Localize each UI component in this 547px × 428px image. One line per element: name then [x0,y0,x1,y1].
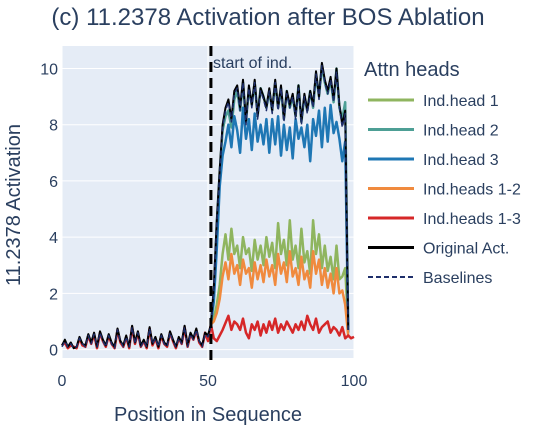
chart-title: (c) 11.2378 Activation after BOS Ablatio… [51,4,484,31]
y-axis-label: 11.2378 Activation [3,124,25,286]
series-lines [61,61,355,350]
legend-item-label: Ind.heads 1-2 [423,182,521,199]
y-tick-label: 6 [49,174,58,191]
series-baselines [61,64,349,349]
legend-item-label: Baselines [423,270,492,287]
series-ind-heads-1-2 [210,249,350,336]
legend-item-label: Ind.head 3 [423,152,499,169]
x-tick-label: 0 [58,373,67,390]
legend-title: Attn heads [364,59,460,81]
series-ind-head-3 [209,103,350,333]
x-tick-label: 100 [341,373,368,390]
legend: Attn heads Ind.head 1 Ind.head 2 Ind.head … [364,59,521,287]
axis-ticks: 0 50 100 0 2 4 6 8 10 [40,61,367,390]
y-tick-label: 4 [49,230,58,247]
y-tick-label: 10 [40,61,58,78]
series-ind-head-1 [209,219,350,328]
x-tick-label: 50 [199,373,217,390]
legend-item-label: Original Act. [423,241,509,258]
legend-item-label: Ind.head 1 [423,93,499,110]
x-axis-label: Position in Sequence [114,404,302,426]
grid-lines [61,46,355,358]
y-tick-label: 2 [49,286,58,303]
legend-item-label: Ind.heads 1-3 [423,211,521,228]
y-tick-label: 0 [49,343,58,360]
start-marker-label: start of ind. [213,55,292,72]
legend-item-label: Ind.head 2 [423,123,499,140]
y-tick-label: 8 [49,118,58,135]
